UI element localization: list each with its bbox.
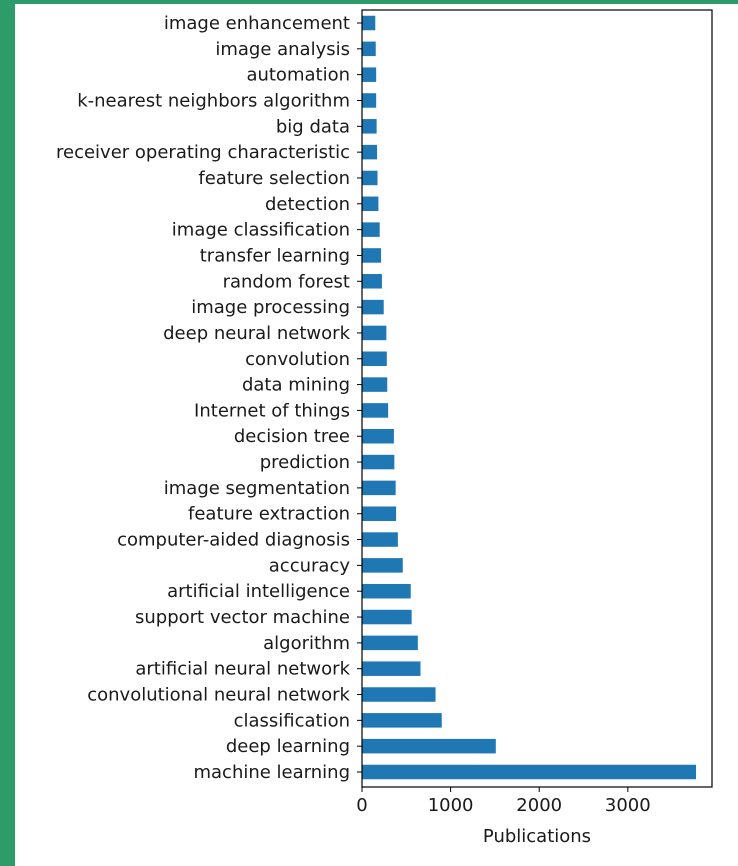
bar [362,93,377,108]
bar [362,738,496,754]
bar [362,403,389,418]
left-accent-strip [0,0,15,866]
category-label: image segmentation [164,478,350,499]
bar [362,119,377,134]
category-label: receiver operating characteristic [56,142,350,163]
bar [362,454,395,470]
bar [362,480,396,496]
bar [362,687,436,702]
bar [362,661,421,676]
category-label: big data [276,116,350,137]
category-label: k-nearest neighbors algorithm [77,90,350,111]
category-label: deep learning [226,736,350,757]
bar [362,583,411,599]
bar [362,196,379,212]
bar [362,15,376,31]
bar [362,222,380,237]
category-label: convolutional neural network [87,685,350,706]
x-tick-label: 1000 [428,795,474,816]
bar [362,609,412,625]
bar [362,635,418,651]
bar [362,377,388,392]
category-label: data mining [242,375,350,396]
category-label: feature extraction [188,504,350,525]
category-label: random forest [223,271,350,292]
plot-area-frame [361,9,713,788]
category-label: Internet of things [194,400,350,421]
bar [362,41,376,57]
category-label: detection [265,194,350,215]
top-accent-strip [0,0,738,4]
bar [362,764,697,780]
bar [362,506,397,521]
bar [362,144,378,160]
category-labels-group: image enhancement image analysis automatio… [56,13,362,783]
category-label: accuracy [269,555,351,576]
category-label: algorithm [263,633,350,654]
category-label: convolution [245,349,350,370]
category-label: artificial intelligence [167,581,350,602]
bar [362,170,378,186]
category-label: feature selection [198,168,350,189]
category-label: image classification [172,220,350,241]
category-label: prediction [260,452,350,473]
bar [362,532,398,547]
bar [362,274,382,289]
x-tick-label: 3000 [605,795,651,816]
x-axis-label: Publications [483,826,591,847]
category-label: classification [234,710,350,731]
bar [362,325,387,341]
bar [362,351,387,367]
x-tick-label: 2000 [516,795,562,816]
category-label: automation [246,65,350,86]
bar [362,713,442,728]
x-tick-label: 0 [356,795,367,816]
bars-group [362,15,697,780]
category-label: computer-aided diagnosis [117,530,350,551]
category-label: deep neural network [163,323,350,344]
bar [362,428,394,444]
category-label: image processing [191,297,350,318]
category-label: image analysis [215,39,350,60]
bar [362,67,377,82]
category-label: transfer learning [200,245,350,266]
bar [362,299,384,315]
x-ticks-group: 0 1000 2000 3000 [356,787,651,816]
category-label: artificial neural network [135,659,350,680]
category-label: machine learning [193,762,350,783]
bar [362,558,403,573]
category-label: decision tree [234,426,350,447]
category-label: image enhancement [164,13,350,34]
bar [362,248,382,263]
category-label: support vector machine [135,607,350,628]
